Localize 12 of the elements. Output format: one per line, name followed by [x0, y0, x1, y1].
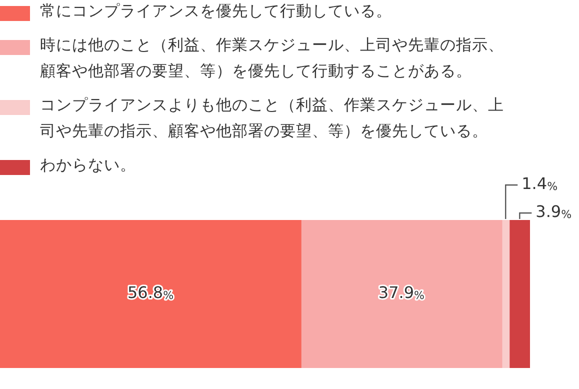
legend-label: わからない。	[40, 155, 137, 176]
legend-label: 時には他のこと（利益、作業スケジュール、上司や先輩の指示、顧客や他部署の要望、等）を優先して行動することがある。	[40, 35, 505, 82]
data-label: 37.9%	[378, 283, 425, 302]
data-label: 1.4%	[522, 174, 558, 194]
bar	[509, 220, 530, 368]
legend-label: コンプライアンスよりも他のこと（利益、作業スケジュール、上司や先輩の指示、顧客や他部署の要望、等）を優先している。	[40, 95, 505, 142]
bar	[300, 220, 502, 368]
data-label: 56.8%	[127, 283, 174, 302]
data-label: 3.9%	[536, 202, 572, 222]
bar	[0, 220, 302, 368]
legend-label: 常にコンプライアンスを優先して行動している。	[40, 1, 393, 22]
bar	[502, 220, 510, 368]
